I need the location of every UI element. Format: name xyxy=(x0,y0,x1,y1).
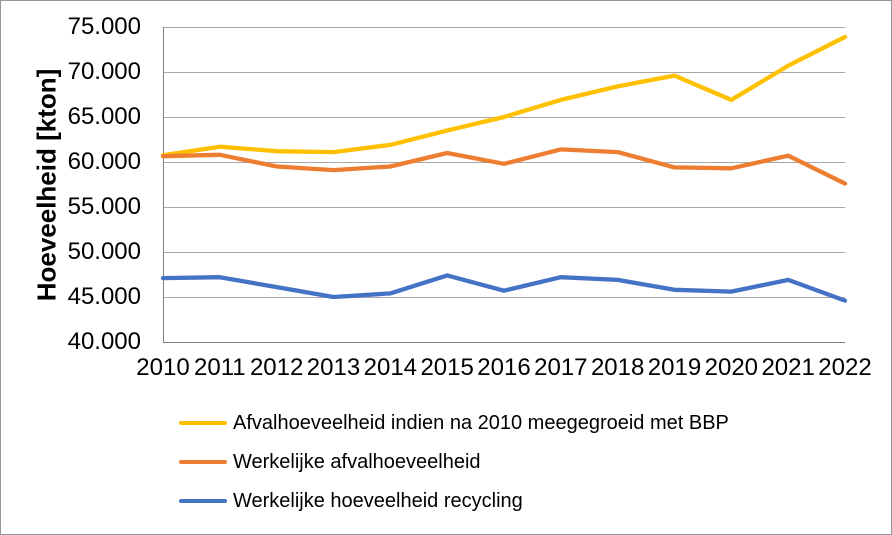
x-tick-label: 2018 xyxy=(590,354,645,381)
legend-swatch xyxy=(179,460,227,464)
legend-swatch xyxy=(179,421,227,425)
legend-label: Werkelijke hoeveelheid recycling xyxy=(233,489,523,512)
y-tick-label: 70.000 xyxy=(67,58,141,85)
x-tick-label: 2017 xyxy=(534,354,588,381)
y-tick-label: 55.000 xyxy=(67,193,141,220)
x-tick-label: 2015 xyxy=(420,354,474,381)
y-tick-label: 50.000 xyxy=(67,238,141,265)
series-line-werkelijke-hoeveelheid-recycling xyxy=(160,273,848,303)
x-tick-label: 2020 xyxy=(704,354,759,381)
legend-item-afvalhoeveelheid-bbp: Afvalhoeveelheid indien na 2010 meegegro… xyxy=(179,412,729,434)
legend-label: Afvalhoeveelheid indien na 2010 meegegro… xyxy=(233,411,729,434)
legend-label: Werkelijke afvalhoeveelheid xyxy=(233,450,481,473)
y-tick-label: 75.000 xyxy=(67,13,141,40)
y-tick-label: 60.000 xyxy=(67,148,141,175)
x-tick-label: 2019 xyxy=(647,354,702,381)
x-tick-label: 2010 xyxy=(136,354,190,381)
series-line-werkelijke-afvalhoeveelheid xyxy=(160,147,848,186)
legend-swatch xyxy=(179,499,227,503)
legend-item-werkelijke-afvalhoeveelheid: Werkelijke afvalhoeveelheid xyxy=(179,451,729,473)
chart-legend: Afvalhoeveelheid indien na 2010 meegegro… xyxy=(179,412,729,512)
x-tick-label: 2011 xyxy=(194,354,246,381)
y-tick-label: 65.000 xyxy=(67,103,141,130)
y-tick-label: 45.000 xyxy=(67,283,141,310)
x-tick-label: 2014 xyxy=(363,354,418,381)
y-tick-label: 40.000 xyxy=(67,328,141,355)
x-tick-label: 2013 xyxy=(306,354,361,381)
series-line-afvalhoeveelheid-bbp xyxy=(160,34,848,158)
x-tick-label: 2021 xyxy=(761,354,815,381)
x-tick-label: 2012 xyxy=(249,354,304,381)
legend-item-werkelijke-hoeveelheid-recycling: Werkelijke hoeveelheid recycling xyxy=(179,490,729,512)
x-tick-label: 2022 xyxy=(818,354,872,381)
x-tick-label: 2016 xyxy=(477,354,531,381)
